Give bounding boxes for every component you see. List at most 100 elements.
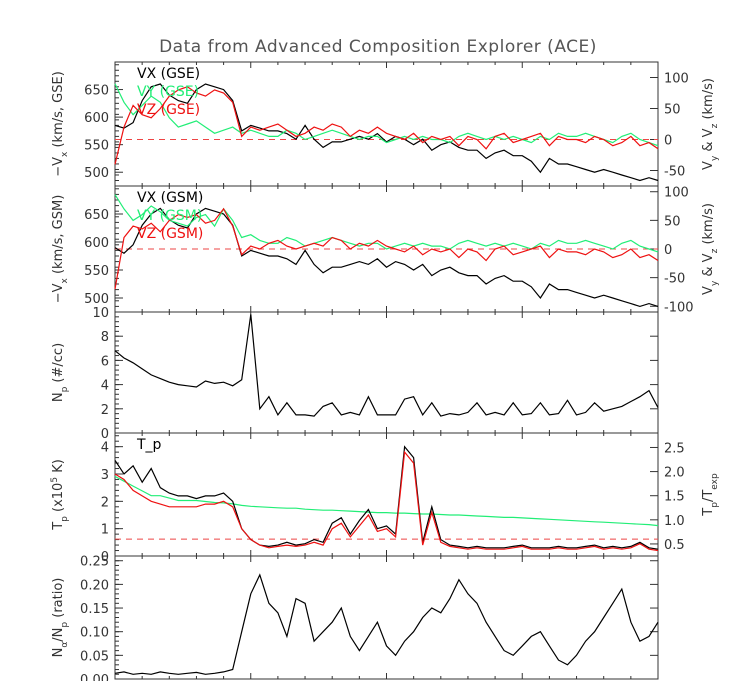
y-axis-label-part: −V <box>51 283 66 303</box>
y-tick-label: 6 <box>101 354 109 369</box>
legend-vy: VY (GSE) <box>137 84 199 100</box>
y-tick-label: 0.15 <box>80 602 109 617</box>
legend-tp: T_p <box>136 437 162 453</box>
series-line-np <box>114 314 659 417</box>
y2-tick-label: 1.0 <box>664 514 685 529</box>
y-tick-label: 2 <box>101 495 109 510</box>
y-tick-label: 0.20 <box>80 578 109 593</box>
y2-axis-label-part: & V <box>701 253 716 280</box>
y2-axis-label-part: V <box>701 286 716 295</box>
y-axis-label-part: x <box>60 151 70 157</box>
y-axis-label: Np (#/cc) <box>51 343 70 402</box>
y2-tick-label: 1.5 <box>664 490 685 505</box>
y-axis-label-part: N <box>51 392 66 402</box>
y-tick-label: 10 <box>92 306 109 321</box>
series-line-tp <box>114 445 659 550</box>
y2-tick-label: 50 <box>664 214 681 229</box>
y-axis-label-part: (#/cc) <box>51 343 66 387</box>
y2-axis-label: Vy & Vz (km/s) <box>701 78 720 170</box>
y-axis-label-part: (km/s, GSM) <box>51 195 66 278</box>
y-tick-label: 1 <box>101 523 109 538</box>
y2-axis-label-part: p <box>710 502 720 508</box>
chart-title: Data from Advanced Composition Explorer … <box>159 37 597 57</box>
series-line-texp <box>114 450 659 552</box>
y-tick-label: 600 <box>84 111 109 126</box>
y-axis-label-part: (ratio) <box>51 578 66 622</box>
y-tick-label: 550 <box>84 139 109 154</box>
panel-alpha-ratio: 0.00 0.05 0.10 0.15 0.20 0.25 Nα/Np (ratio) <box>51 555 659 681</box>
panel-velocity-gse: 500 550 600 650 -50 0 50 100 −Vx (km/s, GSE) Vy &… <box>51 61 720 187</box>
series-line-vx <box>114 207 659 308</box>
y2-axis-label-part: y <box>710 155 720 161</box>
y-tick-label: 0 <box>101 550 109 565</box>
y-axis-label-part: K) <box>51 459 66 477</box>
y2-axis-label: Vy & Vz (km/s) <box>701 203 720 295</box>
y2-tick-label: 100 <box>664 186 689 201</box>
y-tick-label: 650 <box>84 84 109 99</box>
series-line-vy <box>114 194 659 253</box>
y-axis-label: Tp (x105 K) <box>50 459 70 531</box>
y-tick-label: 4 <box>101 441 109 456</box>
y-tick-label: 2 <box>101 403 109 418</box>
y2-tick-label: 100 <box>664 72 689 87</box>
series-line-vz <box>114 86 659 165</box>
panel-density: 0 2 4 6 8 10 Np (#/cc) <box>51 306 659 442</box>
panel-frame <box>114 555 659 680</box>
y-axis-label-part: p <box>60 386 70 392</box>
y2-axis-label: Tp/Texp <box>701 473 720 517</box>
panel-frame <box>114 432 659 557</box>
y2-axis-label-part: /T <box>701 490 716 502</box>
y-axis-label-part: p <box>60 622 70 628</box>
y-tick-label: 500 <box>84 166 109 181</box>
y2-axis-label-part: (km/s) <box>701 78 716 124</box>
y-tick-label: 650 <box>84 208 109 223</box>
legend-vy: VY (GSM) <box>137 208 202 224</box>
y-axis-label: Nα/Np (ratio) <box>51 578 70 658</box>
y2-tick-label: 50 <box>664 103 681 118</box>
y-axis-label: −Vx (km/s, GSE) <box>51 71 70 177</box>
y2-axis-label-part: T <box>701 508 716 517</box>
y-tick-label: 0.00 <box>80 673 109 681</box>
y2-axis-label-part: V <box>701 161 716 170</box>
y2-axis-label-part: exp <box>710 473 720 490</box>
y2-tick-label: -50 <box>664 165 685 180</box>
legend-vz: VZ (GSM) <box>137 226 203 242</box>
series-line-ratio <box>114 475 659 527</box>
series-line-vz <box>114 207 659 290</box>
series-line-vy <box>114 83 659 147</box>
y2-tick-label: 0 <box>664 243 672 258</box>
y2-axis-label-part: y <box>710 280 720 286</box>
y-tick-label: 3 <box>101 468 109 483</box>
y-axis-label-part: N <box>51 648 66 658</box>
y-tick-label: 4 <box>101 379 109 394</box>
y2-axis-label-part: (km/s) <box>701 203 716 249</box>
y-axis-label: −Vx (km/s, GSM) <box>51 195 70 304</box>
y-tick-label: 550 <box>84 264 109 279</box>
y-tick-label: 500 <box>84 292 109 307</box>
y2-axis-label-part: & V <box>701 128 716 155</box>
legend-vx: VX (GSM) <box>137 190 203 206</box>
y-axis-label-part: −V <box>51 157 66 177</box>
y-tick-label: 0 <box>101 427 109 442</box>
y-tick-label: 0.25 <box>80 555 109 570</box>
y2-tick-label: -100 <box>664 300 694 315</box>
series-line-nanp <box>114 573 659 675</box>
legend-vx: VX (GSE) <box>137 66 200 82</box>
y2-tick-label: 0 <box>664 134 672 149</box>
y-axis-label-part: x <box>60 277 70 283</box>
y2-axis-label-part: z <box>710 123 720 128</box>
panel-velocity-gsm: 500 550 600 650 -100 -50 0 50 100 −Vx (km/s, GSM)… <box>51 185 720 315</box>
y-axis-label-part: p <box>60 516 70 522</box>
y2-tick-label: 0.5 <box>664 538 685 553</box>
y2-tick-label: 2.0 <box>664 466 685 481</box>
y-tick-label: 600 <box>84 236 109 251</box>
y-axis-label-part: (km/s, GSE) <box>51 71 66 151</box>
y-axis-label-part: α <box>60 642 70 648</box>
y-tick-label: 0.05 <box>80 649 109 664</box>
y-tick-label: 8 <box>101 330 109 345</box>
y2-tick-label: 2.5 <box>664 441 685 456</box>
y-axis-label-part: (x10 <box>51 483 66 516</box>
y-tick-label: 0.10 <box>80 626 109 641</box>
y2-axis-label-part: z <box>710 248 720 253</box>
